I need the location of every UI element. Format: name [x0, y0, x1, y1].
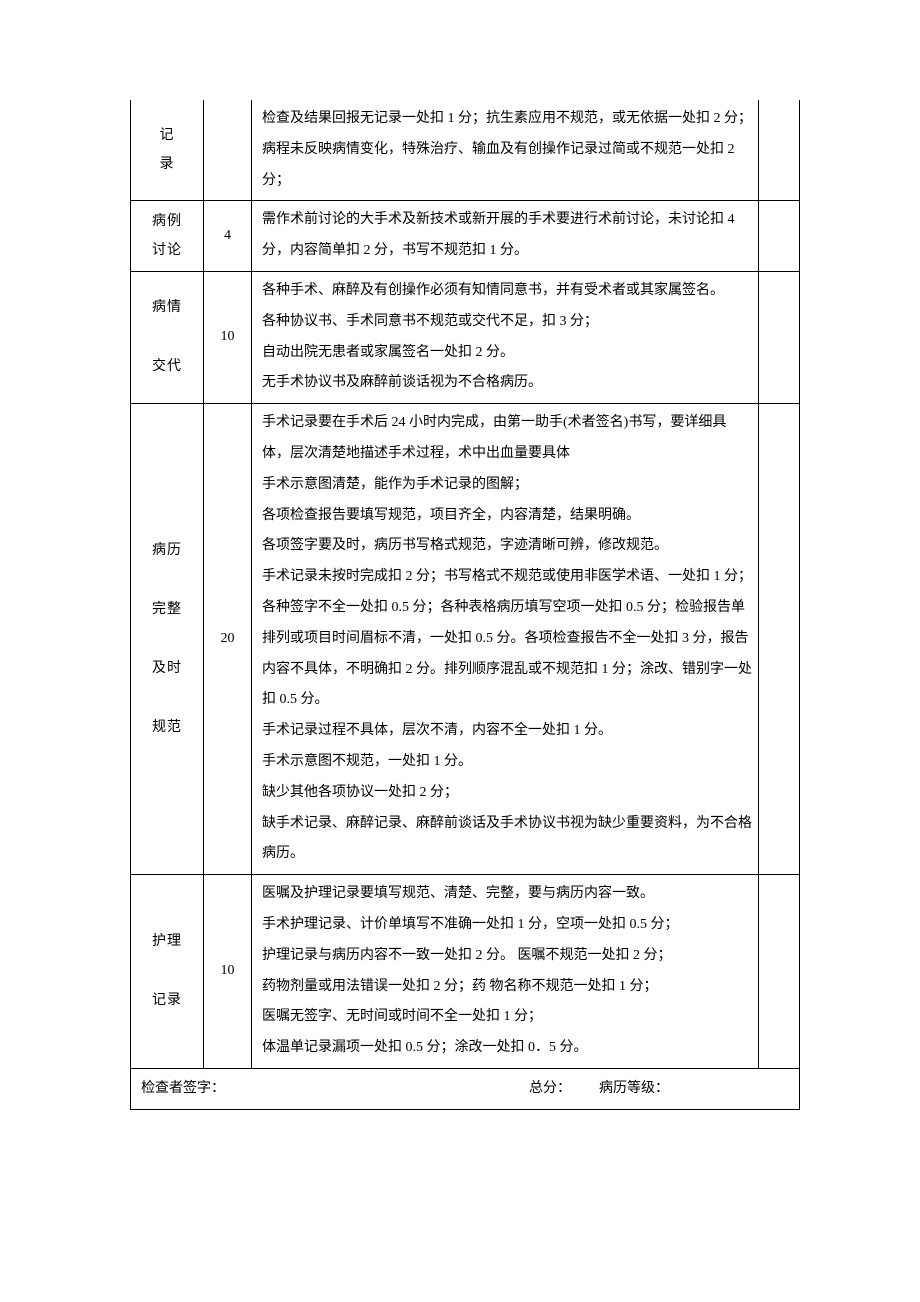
content-cell: 医嘱及护理记录要填写规范、清楚、完整，要与病历内容一致。手术护理记录、计价单填写… — [252, 875, 759, 1069]
score-cell — [204, 100, 252, 201]
footer-row: 检查者签字： 总分： 病历等级： — [131, 1068, 800, 1109]
evaluation-table: 记录检查及结果回报无记录一处扣 1 分；抗生素应用不规范，或无依据一处扣 2 分… — [130, 100, 800, 1110]
category-label: 病例讨论 — [137, 207, 197, 266]
document-page: 记录检查及结果回报无记录一处扣 1 分；抗生素应用不规范，或无依据一处扣 2 分… — [0, 0, 920, 1210]
record-grade-label: 病历等级： — [599, 1075, 669, 1103]
score-cell: 10 — [204, 271, 252, 403]
category-cell: 护理记录 — [131, 875, 204, 1069]
table-row: 护理记录10医嘱及护理记录要填写规范、清楚、完整，要与病历内容一致。手术护理记录… — [131, 875, 800, 1069]
category-label: 护理记录 — [137, 927, 197, 1015]
content-cell: 各种手术、麻醉及有创操作必须有知情同意书，并有受术者或其家属签名。各种协议书、手… — [252, 271, 759, 403]
remark-cell — [759, 271, 800, 403]
table-row: 病情交代10各种手术、麻醉及有创操作必须有知情同意书，并有受术者或其家属签名。各… — [131, 271, 800, 403]
remark-cell — [759, 100, 800, 201]
score-cell: 10 — [204, 875, 252, 1069]
category-cell: 病例讨论 — [131, 201, 204, 272]
category-label: 记录 — [137, 121, 197, 180]
remark-cell — [759, 875, 800, 1069]
content-cell: 手术记录要在手术后 24 小时内完成，由第一助手(术者签名)书写，要详细具体，层… — [252, 404, 759, 875]
signature-label: 检查者签字： — [141, 1075, 225, 1103]
total-score-label: 总分： — [529, 1075, 571, 1103]
score-cell: 20 — [204, 404, 252, 875]
content-cell: 需作术前讨论的大手术及新技术或新开展的手术要进行术前讨论，未讨论扣 4 分，内容… — [252, 201, 759, 272]
content-cell: 检查及结果回报无记录一处扣 1 分；抗生素应用不规范，或无依据一处扣 2 分；病… — [252, 100, 759, 201]
table-row: 病历完整及时规范20手术记录要在手术后 24 小时内完成，由第一助手(术者签名)… — [131, 404, 800, 875]
footer-cell: 检查者签字： 总分： 病历等级： — [131, 1068, 800, 1109]
category-cell: 病情交代 — [131, 271, 204, 403]
remark-cell — [759, 404, 800, 875]
table-row: 病例讨论4需作术前讨论的大手术及新技术或新开展的手术要进行术前讨论，未讨论扣 4… — [131, 201, 800, 272]
category-label: 病历完整及时规范 — [137, 536, 197, 742]
table-row: 记录检查及结果回报无记录一处扣 1 分；抗生素应用不规范，或无依据一处扣 2 分… — [131, 100, 800, 201]
category-cell: 病历完整及时规范 — [131, 404, 204, 875]
category-cell: 记录 — [131, 100, 204, 201]
remark-cell — [759, 201, 800, 272]
category-label: 病情交代 — [137, 293, 197, 381]
score-cell: 4 — [204, 201, 252, 272]
